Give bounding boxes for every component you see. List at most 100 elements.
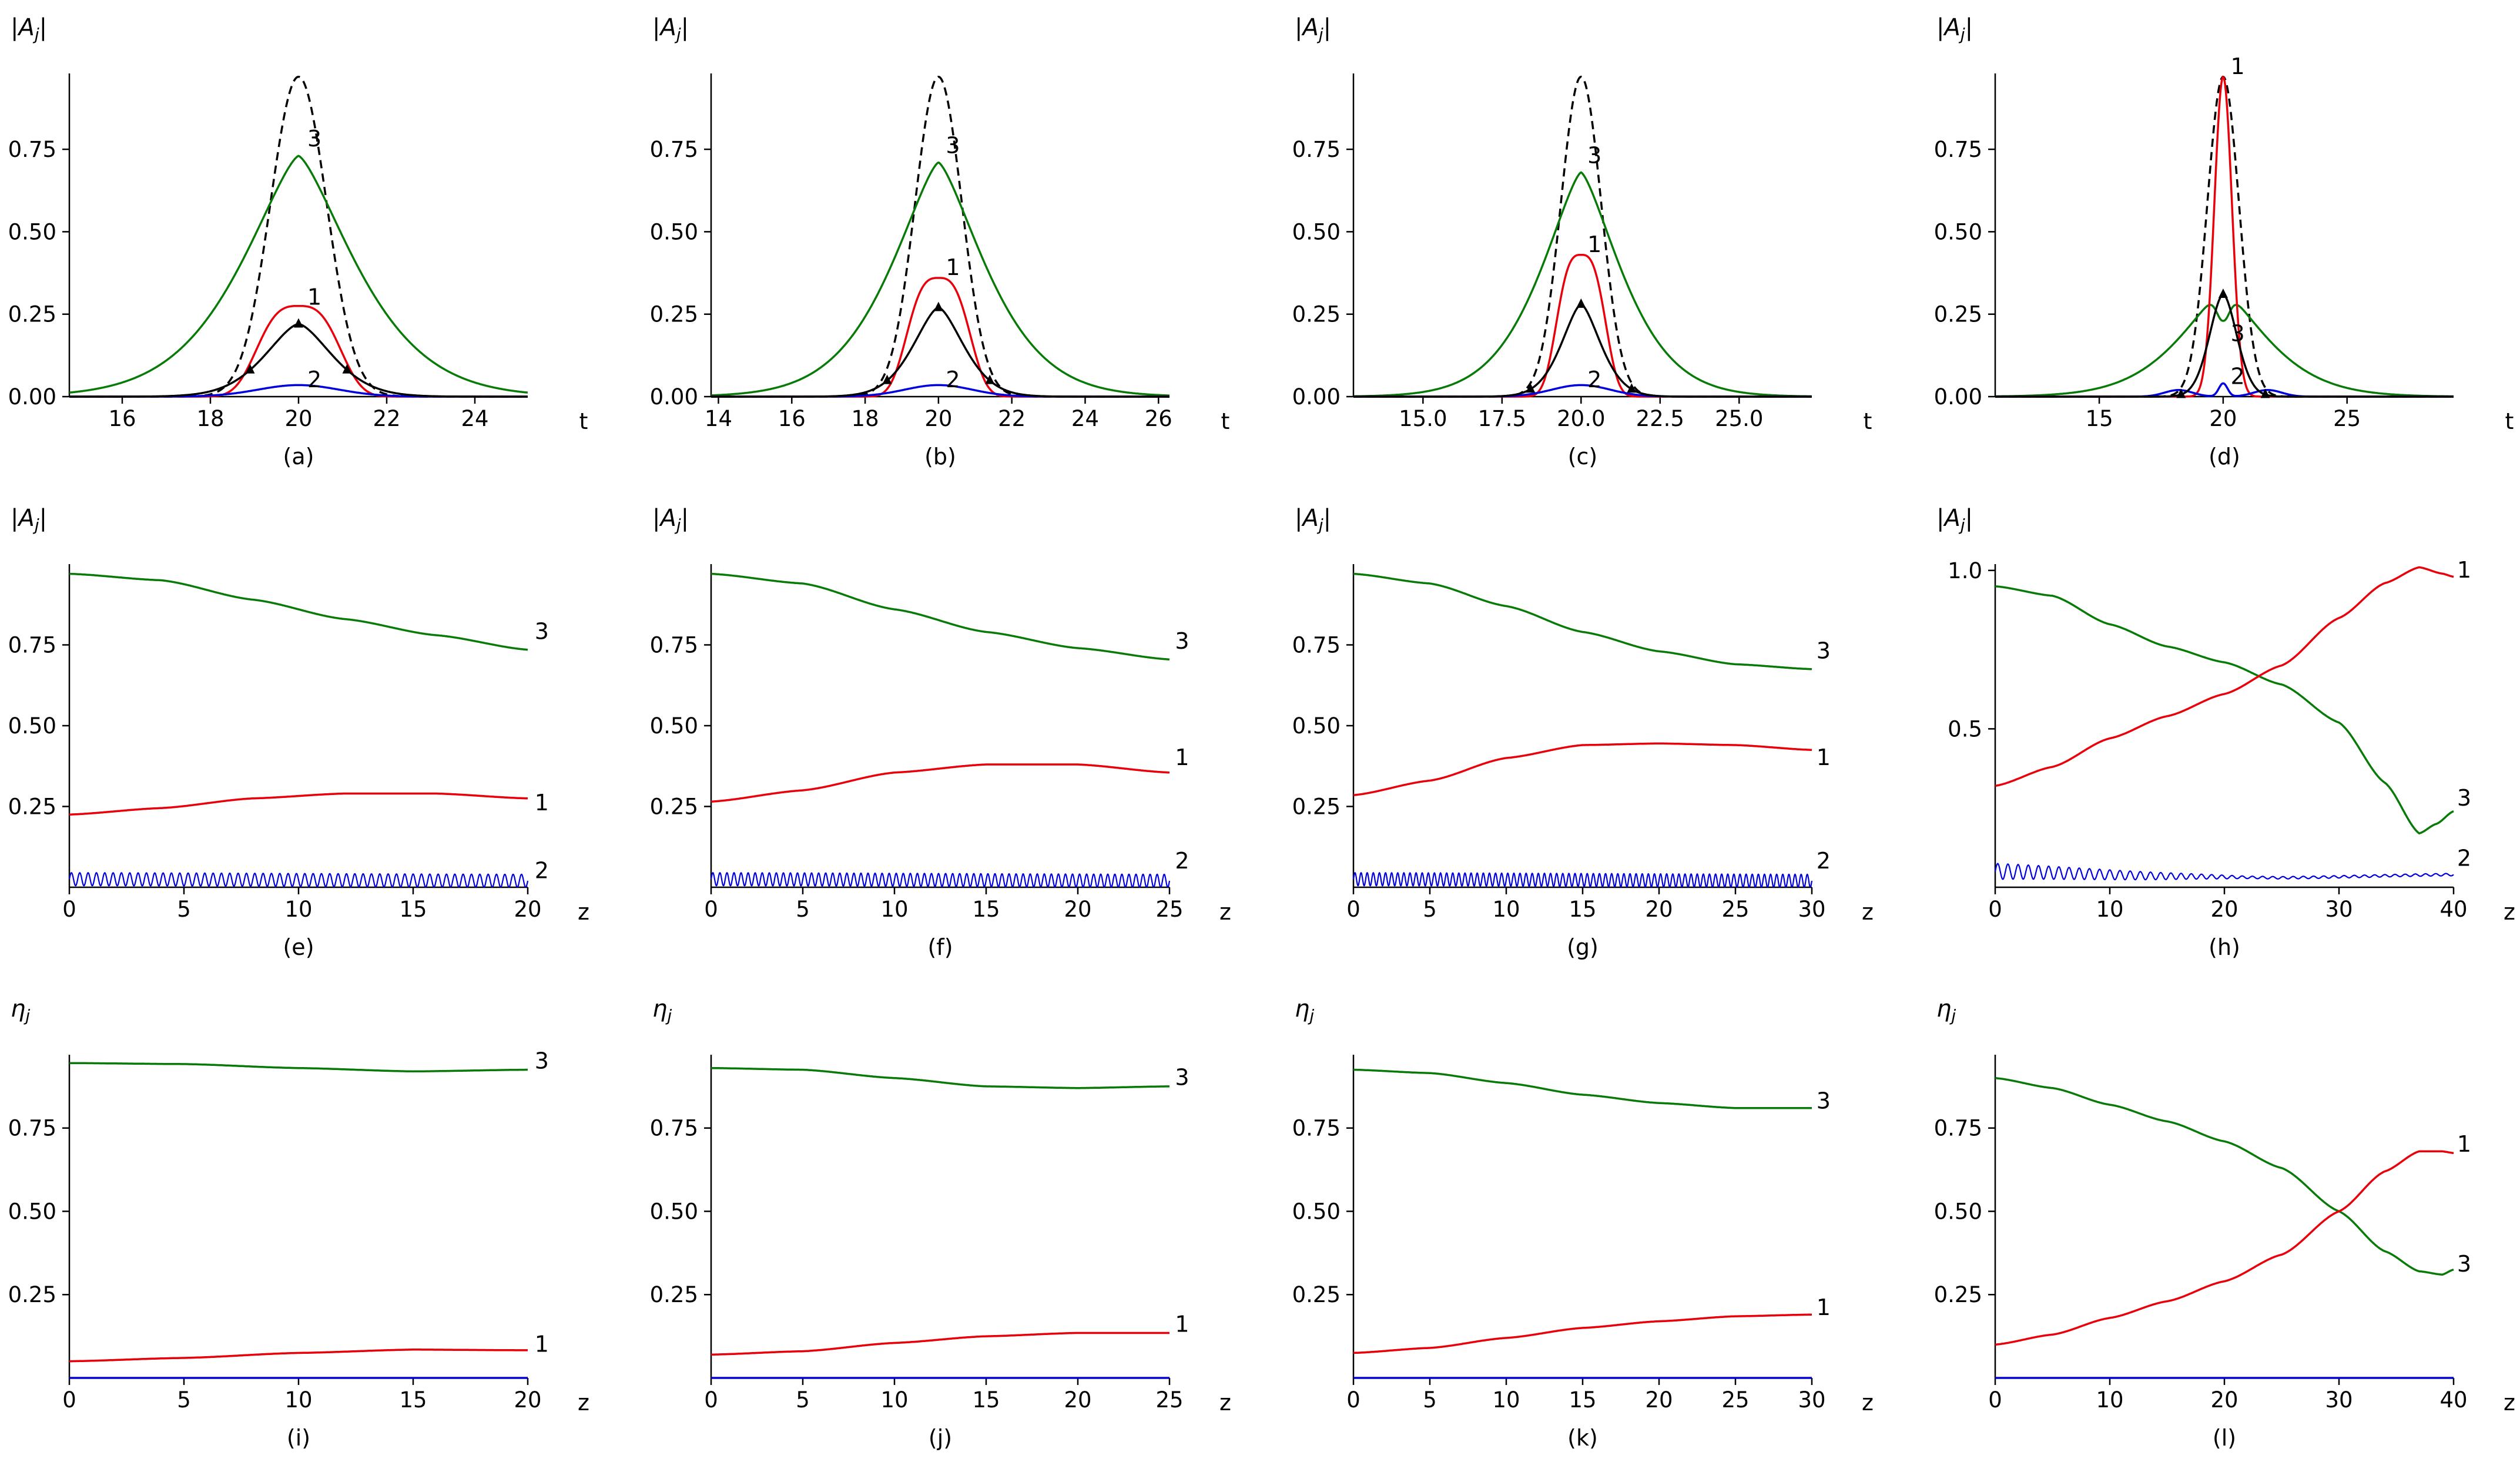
x-tick-label: 20 xyxy=(284,406,312,431)
y-tick-label: 0.50 xyxy=(1934,219,1982,244)
panel-caption: (b) xyxy=(924,444,956,469)
series-line-1 xyxy=(69,1349,528,1363)
x-tick-label: 16 xyxy=(778,406,806,431)
x-axis-label: z xyxy=(1219,1390,1231,1416)
bar: | xyxy=(1965,14,1973,41)
bar: | xyxy=(39,505,47,532)
y-tick-label: 0.00 xyxy=(650,384,698,410)
x-tick-label: 0 xyxy=(1346,1387,1360,1413)
curve-label-1: 1 xyxy=(1817,1294,1831,1320)
series-line-2 xyxy=(68,872,529,887)
panel-caption: (h) xyxy=(2209,934,2240,960)
series-line-3 xyxy=(1353,171,1812,398)
curve-label-2: 2 xyxy=(1587,367,1601,393)
x-tick-label: 17.5 xyxy=(1478,406,1526,431)
curve-label-3: 3 xyxy=(1175,628,1189,654)
series-marker xyxy=(245,364,255,374)
x-tick-label: 5 xyxy=(1423,897,1437,922)
series-line-input xyxy=(1995,75,2454,398)
y-tick-label: 1.0 xyxy=(1948,558,1982,583)
bar: | xyxy=(681,14,689,41)
curve-label-1: 1 xyxy=(1175,744,1189,770)
x-tick-label: 25 xyxy=(2333,406,2361,431)
y-tick-label: 0.25 xyxy=(1292,302,1341,327)
x-axis-label: z xyxy=(578,899,589,925)
series-line-3 xyxy=(69,155,528,394)
y-tick-label: 0.50 xyxy=(8,1199,56,1224)
subscript: j xyxy=(1316,25,1323,44)
y-tick-label: 0.75 xyxy=(1934,1116,1982,1141)
y-tick-label: 0.50 xyxy=(650,1199,698,1224)
series-line-3 xyxy=(711,572,1170,661)
y-tick-label: 0.75 xyxy=(1292,137,1341,162)
y-tick-label: 0.75 xyxy=(8,137,56,162)
x-tick-label: 20 xyxy=(924,406,952,431)
y-tick-label: 0.25 xyxy=(1934,302,1982,327)
x-tick-label: 0 xyxy=(1988,897,2002,922)
series-line-3 xyxy=(711,1066,1169,1089)
subscript: j xyxy=(674,25,681,44)
curve-label-2: 2 xyxy=(1817,848,1831,874)
x-tick-label: 25 xyxy=(1155,897,1183,922)
y-tick-label: 0.75 xyxy=(1292,633,1341,658)
y-axis-label: |Aj| xyxy=(11,505,47,535)
curve-label-1: 1 xyxy=(946,254,960,280)
series-line-3 xyxy=(1995,585,2454,835)
curve-label-2: 2 xyxy=(2231,363,2245,389)
y-tick-label: 0.50 xyxy=(1292,1199,1341,1224)
curve-label-3: 3 xyxy=(535,1048,549,1074)
y-tick-label: 0.00 xyxy=(1292,384,1341,410)
panel-e: 0 5 10 15 20 0.25 0.50 0.75 |Aj| z (e) 1 2 3 xyxy=(8,505,589,960)
subscript: j xyxy=(674,515,681,535)
x-tick-label: 30 xyxy=(2325,897,2353,922)
y-tick-label: 0.75 xyxy=(650,633,698,658)
y-tick-label: 0.50 xyxy=(650,713,698,739)
x-tick-label: 40 xyxy=(2439,897,2467,922)
series-line-1 xyxy=(1995,566,2454,787)
y-tick-label: 0.75 xyxy=(650,137,698,162)
x-tick-label: 5 xyxy=(177,897,191,922)
curve-label-3: 3 xyxy=(1817,638,1831,664)
curve-label-2: 2 xyxy=(535,858,549,884)
panel-l: 0 10 20 30 40 0.25 0.50 0.75 ηj z (l) 1 3 xyxy=(1934,995,2515,1451)
series-marker xyxy=(1576,298,1586,308)
x-tick-label: 15 xyxy=(1569,897,1596,922)
panel-i: 0 5 10 15 20 0.25 0.50 0.75 ηj z (i) 1 3 xyxy=(8,995,589,1451)
curve-label-3: 3 xyxy=(1817,1088,1831,1113)
series-line-1 xyxy=(1353,1313,1812,1354)
y-tick-label: 0.50 xyxy=(650,219,698,244)
x-tick-label: 0 xyxy=(62,1387,76,1413)
panel-a: 16 18 20 22 24 0.00 0.25 0.50 0.75 |Aj| t (a) 1 2 3 xyxy=(8,14,588,469)
curve-label-1: 1 xyxy=(307,284,321,310)
curve-label-2: 2 xyxy=(1175,848,1189,874)
y-tick-label: 0.75 xyxy=(650,1116,698,1141)
subscript: j xyxy=(1949,1006,1956,1025)
series-marker xyxy=(985,374,995,384)
x-axis-label: t xyxy=(1864,408,1872,434)
x-axis-label: t xyxy=(579,408,588,434)
y-axis-label: ηj xyxy=(1936,995,1956,1025)
curve-label-1: 1 xyxy=(1587,232,1601,257)
curve-label-3: 3 xyxy=(2457,785,2471,811)
x-tick-label: 30 xyxy=(2325,1387,2353,1413)
series-line-input xyxy=(1353,75,1812,398)
x-tick-label: 25 xyxy=(1155,1387,1183,1413)
series-marker xyxy=(2218,289,2228,298)
y-tick-label: 0.25 xyxy=(1292,1282,1341,1307)
x-tick-label: 0 xyxy=(704,1387,718,1413)
x-tick-label: 0 xyxy=(1346,897,1360,922)
x-tick-label: 15 xyxy=(972,1387,1000,1413)
x-tick-label: 10 xyxy=(1492,1387,1520,1413)
x-tick-label: 20 xyxy=(2210,897,2238,922)
x-tick-label: 30 xyxy=(1798,897,1825,922)
series-line-2 xyxy=(69,384,528,398)
x-tick-label: 15 xyxy=(399,897,427,922)
x-tick-label: 24 xyxy=(1071,406,1099,431)
series-line-2 xyxy=(1352,871,1813,888)
x-axis-label: z xyxy=(1219,899,1231,925)
curve-label-1: 1 xyxy=(2457,557,2471,583)
curve-label-1: 1 xyxy=(2231,53,2245,79)
x-axis-label: t xyxy=(2505,408,2514,434)
y-tick-label: 0.00 xyxy=(8,384,56,410)
x-tick-label: 22 xyxy=(373,406,400,431)
